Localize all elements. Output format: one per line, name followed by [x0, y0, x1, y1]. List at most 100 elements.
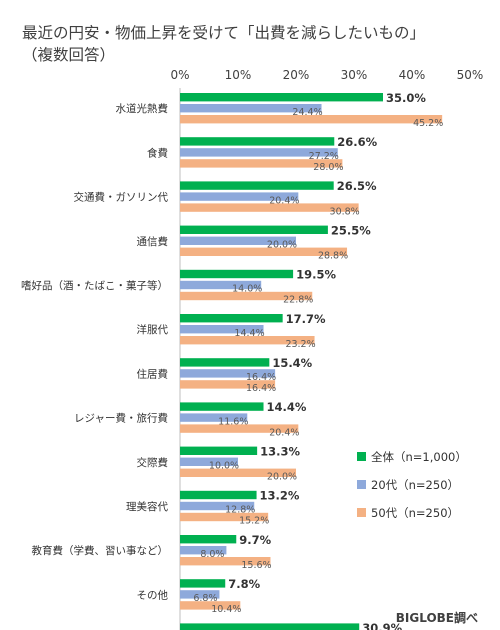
data-label: 20.0% — [267, 240, 297, 251]
data-label: 28.8% — [318, 251, 348, 262]
bar — [180, 181, 334, 190]
category-label: その他 — [137, 588, 169, 601]
bar — [180, 314, 283, 323]
bar — [180, 137, 335, 146]
bar — [180, 192, 299, 201]
data-label: 28.0% — [313, 162, 343, 173]
data-label: 30.9% — [362, 621, 402, 630]
bar — [180, 291, 313, 301]
bar — [180, 115, 443, 124]
data-label: 20.0% — [267, 472, 297, 483]
data-label: 6.8% — [193, 593, 217, 604]
data-label: 23.2% — [285, 339, 315, 350]
data-label: 9.7% — [239, 533, 271, 547]
bar — [180, 336, 315, 345]
data-label: 22.8% — [283, 295, 313, 306]
category-label: 交際費 — [137, 456, 169, 469]
data-label: 30.8% — [330, 206, 360, 217]
bar — [180, 623, 360, 630]
legend-swatch — [357, 452, 366, 461]
data-label: 19.5% — [296, 268, 336, 282]
bar — [180, 601, 241, 610]
category-label: 水道光熱費 — [116, 102, 169, 115]
legend-label: 全体（n=1,000） — [371, 450, 467, 464]
data-label: 20.4% — [269, 195, 299, 206]
data-label: 16.4% — [246, 372, 276, 383]
data-label: 8.0% — [200, 549, 224, 560]
bar — [180, 446, 258, 455]
bar — [180, 579, 226, 588]
bar — [180, 468, 296, 477]
bar — [180, 104, 322, 113]
x-tick-label: 30% — [341, 68, 368, 82]
chart-title-line-2: （複数回答） — [22, 46, 115, 64]
bar — [180, 203, 359, 212]
x-tick-label: 10% — [225, 68, 252, 82]
data-label: 26.5% — [337, 179, 377, 193]
category-label: 交通費・ガソリン代 — [74, 191, 169, 204]
bar — [180, 159, 343, 168]
x-tick-label: 20% — [283, 68, 310, 82]
bar — [180, 225, 328, 234]
bar — [180, 512, 269, 522]
data-label: 14.4% — [234, 328, 264, 339]
x-tick-label: 50% — [457, 68, 484, 82]
data-label: 13.3% — [260, 444, 300, 458]
category-label: 食費 — [147, 146, 168, 159]
bar — [180, 402, 264, 411]
bar — [180, 269, 294, 279]
legend: 全体（n=1,000） 20代（n=250） 50代（n=250） — [357, 450, 467, 520]
bar — [180, 457, 238, 466]
category-label: 嗜好品（酒・たばこ・菓子等） — [21, 279, 168, 292]
data-label: 12.8% — [225, 505, 255, 516]
data-label: 7.8% — [228, 577, 260, 591]
bar — [180, 93, 383, 102]
bar — [180, 280, 262, 290]
category-label: 教育費（学費、習い事など） — [32, 544, 169, 557]
category-label: 住居費 — [137, 367, 169, 380]
x-axis-ticks: 0% 10% 20% 30% 40% 50% — [170, 68, 483, 82]
bar — [180, 369, 276, 378]
data-label: 45.2% — [413, 118, 443, 129]
data-label: 14.4% — [267, 400, 307, 414]
bar — [180, 424, 299, 433]
data-label: 27.2% — [309, 151, 339, 162]
data-label: 24.4% — [292, 107, 322, 118]
data-label: 15.2% — [239, 516, 269, 527]
data-label: 20.4% — [269, 427, 299, 438]
bar — [180, 535, 237, 544]
bar — [180, 546, 227, 555]
legend-label: 50代（n=250） — [371, 506, 459, 520]
chart-title-line-1: 最近の円安・物価上昇を受けて「出費を減らしたいもの」 — [22, 24, 425, 42]
x-tick-label: 40% — [399, 68, 426, 82]
bar — [180, 490, 257, 500]
bar — [180, 148, 338, 157]
legend-swatch — [357, 480, 366, 489]
bar — [180, 358, 270, 367]
data-label: 17.7% — [286, 312, 326, 326]
bar — [180, 325, 264, 334]
category-label: 理美容代 — [126, 500, 168, 513]
data-label: 15.6% — [241, 560, 271, 571]
category-label: 通信費 — [137, 235, 169, 248]
x-tick-label: 0% — [170, 68, 189, 82]
data-label: 10.4% — [211, 604, 241, 615]
data-label: 10.0% — [209, 461, 239, 472]
data-label: 11.6% — [218, 416, 248, 427]
category-label: レジャー費・旅行費 — [74, 412, 168, 425]
data-label: 35.0% — [386, 91, 426, 105]
legend-label: 20代（n=250） — [371, 478, 459, 492]
legend-swatch — [357, 508, 366, 517]
data-label: 13.2% — [260, 489, 300, 503]
bar — [180, 236, 296, 245]
data-label: 16.4% — [246, 383, 276, 394]
bar — [180, 590, 220, 599]
bar — [180, 557, 271, 566]
bar — [180, 413, 248, 422]
bar — [180, 247, 348, 256]
data-label: 15.4% — [272, 356, 312, 370]
data-label: 14.0% — [232, 284, 262, 295]
source-note: BIGLOBE調べ — [396, 610, 478, 625]
data-label: 26.6% — [337, 135, 377, 149]
